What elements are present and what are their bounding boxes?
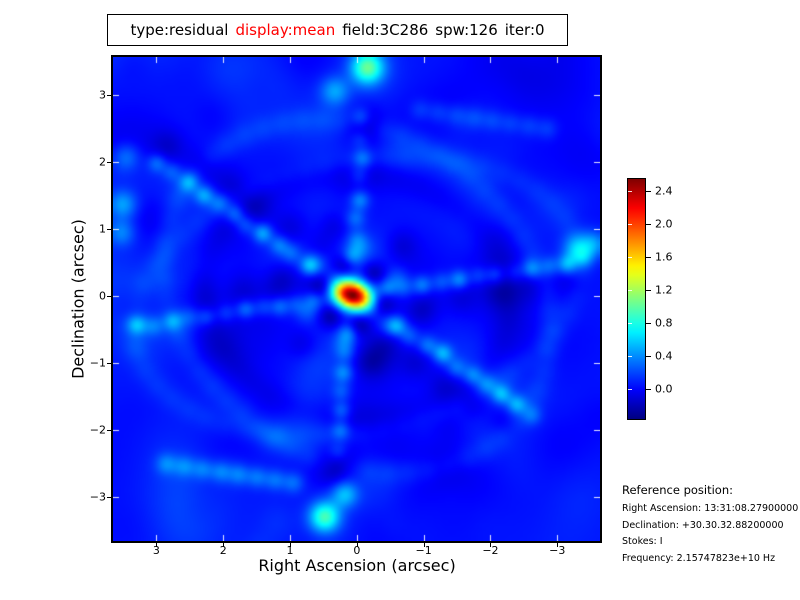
colorbar-inner-tick-mark [628,224,632,226]
x-tick-label: −2 [482,544,499,557]
reference-ra: Right Ascension: 13:31:08.27900000 [622,503,799,514]
y-tick-label: −2 [89,423,106,437]
x-tick-mark [223,543,225,547]
y-tick-label: 2 [99,155,106,169]
colorbar-inner-tick-mark [628,257,632,259]
colorbar-tick-mark [645,257,651,259]
colorbar-tick-mark [645,355,651,357]
x-tick-mark [490,543,492,547]
colorbar-tick-label: 1.2 [655,283,673,297]
colorbar [627,178,646,420]
y-tick-label: 0 [99,289,106,303]
title-segment: type:residual [130,21,229,39]
x-tick-mark [557,543,559,547]
colorbar-tick-label: 0.4 [655,349,673,363]
y-tick-label: 3 [99,88,106,102]
colorbar-tick-mark [645,191,651,193]
colorbar-tick-label: 2.4 [655,184,673,198]
y-tick-mark [107,497,111,499]
x-tick-mark [290,543,292,547]
y-tick-label: 1 [99,222,106,236]
reference-position-heading: Reference position: [622,483,733,497]
reference-dec: Declination: +30.30.32.88200000 [622,519,784,531]
x-tick-mark [156,543,158,547]
colorbar-inner-tick-mark [628,322,632,324]
colorbar-inner-tick-mark [628,388,632,390]
y-tick-mark [107,296,111,298]
colorbar-inner-tick-mark [628,191,632,193]
y-tick-mark [107,229,111,231]
colorbar-tick-label: 1.6 [655,250,673,264]
x-tick-label: −3 [549,544,566,557]
x-tick-label: 2 [219,544,227,557]
x-tick-mark [423,543,425,547]
colorbar-tick-mark [645,322,651,324]
y-tick-label: −1 [89,356,106,370]
x-tick-mark [356,543,358,547]
reference-stokes: Stokes: I [622,536,663,547]
colorbar-tick-mark [645,224,651,226]
reference-position-block: Reference position: Right Ascension: 13:… [622,483,798,567]
x-tick-label: 0 [353,544,361,557]
sky-image-frame [111,55,602,543]
colorbar-tick-label: 0.0 [655,382,673,396]
y-tick-mark [107,95,111,97]
sky-image-canvas [113,57,600,541]
colorbar-tick-mark [645,289,651,291]
x-tick-label: 1 [286,544,294,557]
y-tick-mark [107,363,111,365]
x-tick-label: −1 [415,544,432,557]
colorbar-tick-label: 0.8 [655,316,673,330]
title-segment: spw:126 [435,21,498,39]
x-tick-label: 3 [152,544,160,557]
colorbar-inner-tick-mark [628,289,632,291]
colorbar-tick-mark [645,388,651,390]
y-tick-label: −3 [89,490,106,504]
y-axis-label: Declination (arcsec) [68,219,88,379]
title-segment: iter:0 [504,21,545,39]
y-tick-mark [107,162,111,164]
x-axis-label: Right Ascension (arcsec) [258,556,456,575]
title-segment: display:mean [235,21,336,39]
reference-frequency: Frequency: 2.15747823e+10 Hz [622,552,776,564]
plot-title-box: type:residual display:mean field:3C286 spw:… [107,14,568,46]
y-tick-mark [107,430,111,432]
colorbar-tick-label: 2.0 [655,217,673,231]
colorbar-inner-tick-mark [628,355,632,357]
title-segment: field:3C286 [342,21,429,39]
